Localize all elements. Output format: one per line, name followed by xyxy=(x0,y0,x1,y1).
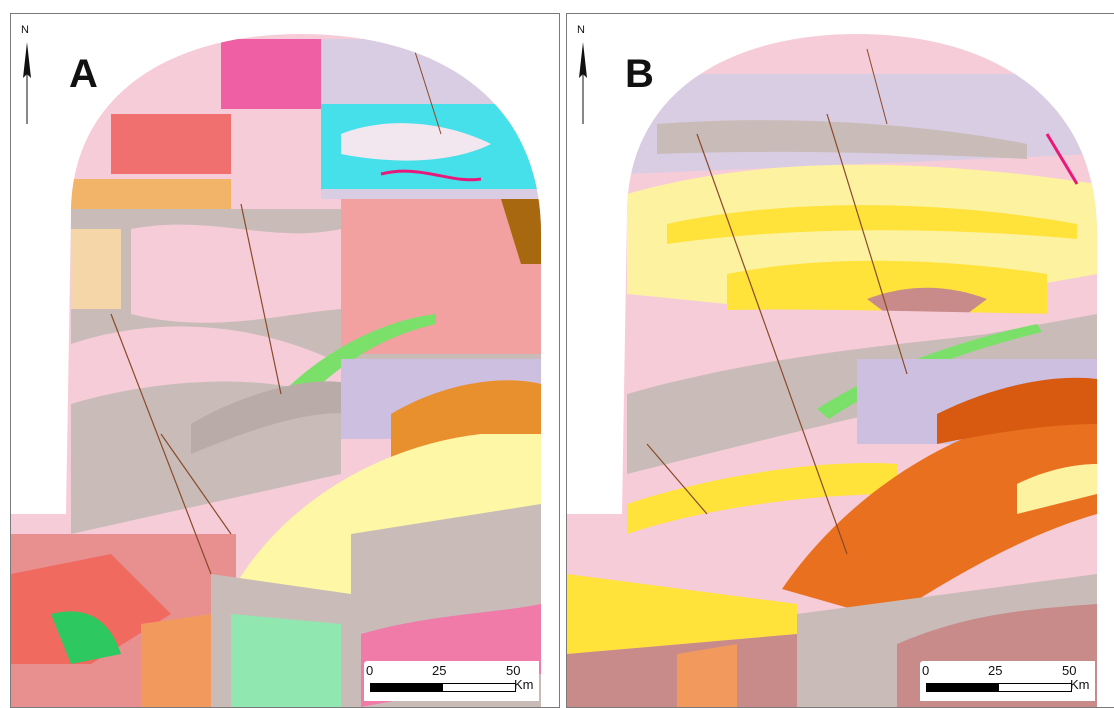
north-label: N xyxy=(577,24,585,36)
scale-bar: 0 25 50 Km xyxy=(364,661,539,701)
scale-tick-50: 50 xyxy=(1062,663,1077,678)
scale-ticks: 0 25 50 xyxy=(922,663,1077,679)
north-arrow-icon xyxy=(579,42,587,124)
scale-tick-50: 50 xyxy=(506,663,521,678)
scale-unit: Km xyxy=(1070,677,1090,692)
geologic-map-a xyxy=(11,34,541,707)
north-arrow: N xyxy=(575,24,591,124)
north-arrow-icon xyxy=(23,42,31,124)
scale-bar-graphic xyxy=(370,683,516,692)
panel-label: B xyxy=(625,52,654,96)
north-arrow: N xyxy=(19,24,35,124)
scale-ticks: 0 25 50 xyxy=(366,663,521,679)
map-panel-a: A N 0 25 50 Km xyxy=(10,13,560,708)
map-panel-b: B N 0 25 50 Km xyxy=(566,13,1114,708)
scale-tick-25: 25 xyxy=(432,663,447,678)
panel-label: A xyxy=(69,52,98,96)
scale-unit: Km xyxy=(514,677,534,692)
scale-tick-25: 25 xyxy=(988,663,1003,678)
scale-tick-0: 0 xyxy=(366,663,374,678)
scale-bar-graphic xyxy=(926,683,1072,692)
geologic-map-b xyxy=(567,34,1097,707)
north-label: N xyxy=(21,24,29,36)
scale-tick-0: 0 xyxy=(922,663,930,678)
scale-bar: 0 25 50 Km xyxy=(920,661,1095,701)
